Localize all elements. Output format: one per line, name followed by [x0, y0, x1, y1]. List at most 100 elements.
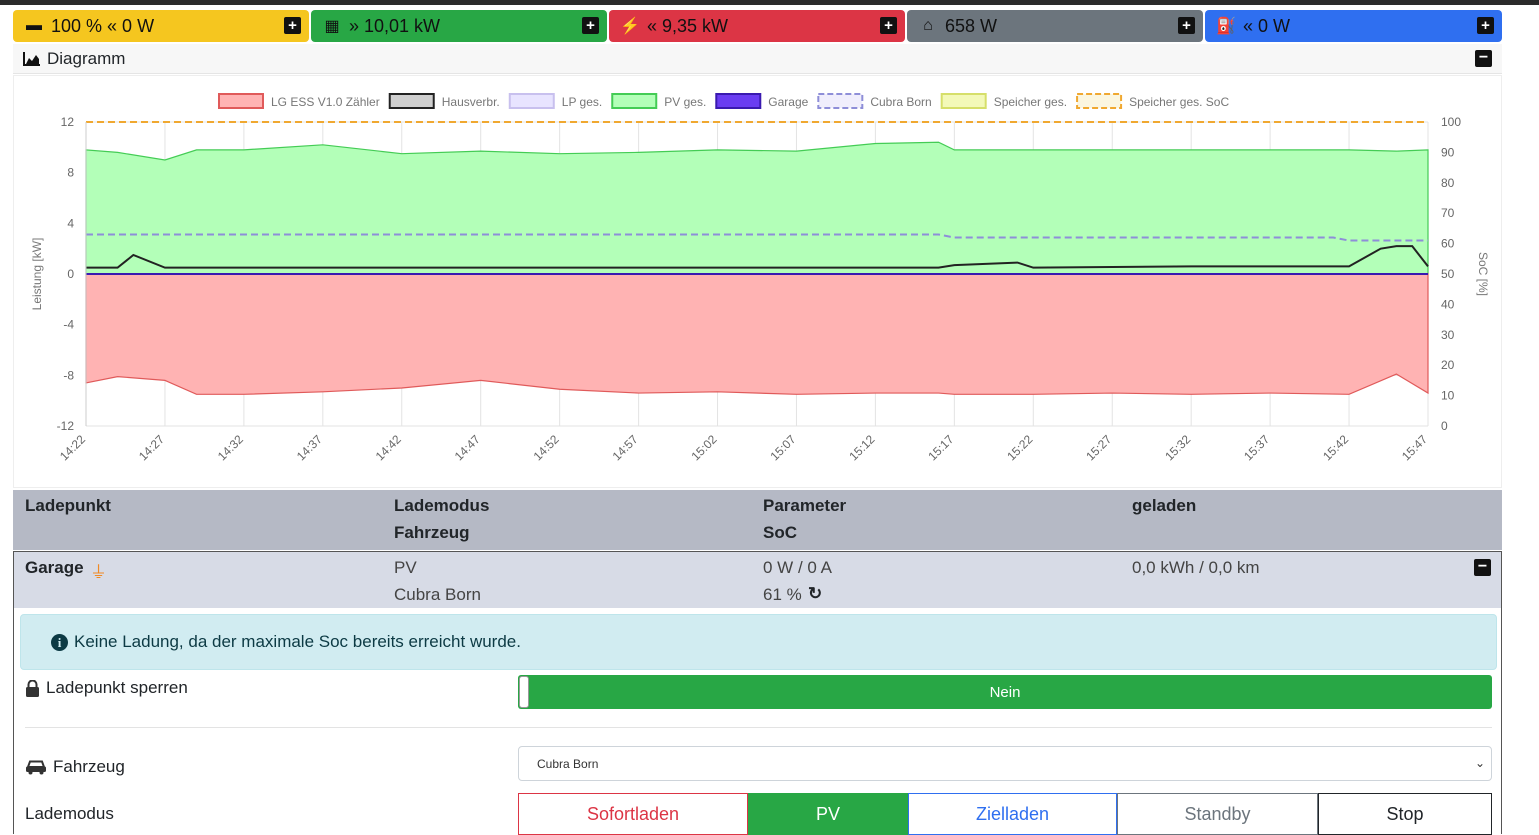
expand-plus-icon[interactable]: + — [880, 17, 897, 34]
legend-label: Cubra Born — [870, 95, 931, 109]
battery-icon: ▬ — [26, 17, 42, 34]
x-tick-label: 14:32 — [215, 432, 246, 463]
mode-zielladen-label: Zielladen — [975, 803, 1050, 824]
x-tick-label: 14:27 — [136, 432, 167, 463]
legend-swatch — [218, 93, 264, 109]
mode-pv-button[interactable]: PV — [748, 793, 908, 835]
x-tick-label: 15:07 — [767, 432, 798, 463]
col-geladen: geladen — [1132, 496, 1197, 515]
expand-plus-icon[interactable]: + — [582, 17, 599, 34]
chevron-down-icon: ⌄ — [1474, 756, 1485, 770]
diagram-title: Diagramm — [47, 48, 126, 68]
lock-icon — [26, 679, 39, 697]
legend-swatch — [715, 93, 762, 109]
legend-swatch — [611, 93, 658, 109]
chargepoint-settings-panel: i Keine Ladung, da der maximale Soc bere… — [13, 608, 1502, 835]
legend-label: Hausverbr. — [442, 95, 500, 109]
mode-standby-button[interactable]: Standby — [1117, 793, 1318, 835]
window-top-edge — [0, 0, 1539, 5]
expand-plus-icon[interactable]: + — [1178, 17, 1195, 34]
pv-area-series — [85, 141, 1429, 275]
house-status-tile[interactable]: ⌂ 658 W + — [907, 10, 1203, 42]
x-tick-label: 15:42 — [1320, 432, 1351, 463]
lock-toggle-value: Nein — [989, 683, 1021, 701]
vehicle-select[interactable]: Cubra Born ⌄ — [518, 746, 1492, 781]
x-tick-label: 15:37 — [1241, 432, 1272, 463]
mode-sofortladen-label: Sofortladen — [586, 803, 680, 824]
y2-tick-label: 50 — [1441, 267, 1455, 281]
alert-text: Keine Ladung, da der maximale Soc bereit… — [74, 632, 521, 651]
legend-swatch — [1076, 93, 1123, 109]
divider — [25, 727, 1492, 728]
mode-stop-button[interactable]: Stop — [1318, 793, 1492, 835]
col-lademodus: Lademodus — [394, 496, 490, 515]
y-tick-label: -4 — [63, 318, 74, 332]
row-vehicle: Cubra Born — [394, 585, 481, 604]
vehicle-select-value: Cubra Born — [537, 756, 599, 771]
row-soc: 61 % — [763, 585, 802, 604]
y2-tick-label: 80 — [1441, 176, 1455, 190]
legend-label: Speicher ges. — [994, 95, 1067, 109]
chargepoint-row[interactable]: Garage ⏚ PV Cubra Born 0 W / 0 A 61 % ↻ … — [13, 551, 1502, 608]
power-tower-icon: ⚡ — [620, 18, 640, 35]
vehicle-soc-line-series — [86, 233, 1428, 242]
toggle-knob[interactable] — [519, 676, 529, 708]
y2-tick-label: 90 — [1441, 145, 1455, 159]
vehicle-label-row: Fahrzeug — [25, 757, 125, 777]
y2-tick-label: 20 — [1441, 358, 1455, 372]
info-icon: i — [51, 633, 68, 651]
x-tick-label: 14:22 — [57, 432, 88, 463]
area-chart-icon — [23, 51, 40, 66]
x-tick-label: 15:17 — [925, 432, 956, 463]
collapse-minus-icon[interactable]: − — [1475, 50, 1492, 67]
grid-status-text: « 9,35 kW — [647, 15, 729, 36]
charge-mode-group: Sofortladen PV Zielladen Standby Stop — [518, 793, 1492, 835]
x-tick-label: 15:02 — [689, 432, 720, 463]
grid-area-series — [85, 273, 1429, 395]
car-icon — [26, 760, 46, 775]
mode-sofortladen-button[interactable]: Sofortladen — [518, 793, 748, 835]
row-power: 0 W / 0 A — [763, 558, 832, 577]
legend-label: Speicher ges. SoC — [1129, 95, 1229, 109]
legend-swatch — [940, 93, 987, 109]
pv-status-tile[interactable]: ▦ » 10,01 kW + — [311, 10, 607, 42]
y-tick-label: -8 — [63, 368, 74, 382]
power-chart: 12 8 4 0 -4 -8 -12 100 90 80 70 60 50 40 30 20 10 0 14:22 1… — [13, 75, 1502, 488]
y2-tick-label: 30 — [1441, 328, 1455, 342]
mode-label: Lademodus — [25, 804, 114, 823]
charging-status-text: « 0 W — [1243, 15, 1291, 36]
y-tick-label: 12 — [61, 115, 75, 129]
solar-panel-icon: ▦ — [324, 18, 340, 35]
y-axis-label: Leistung [kW] — [30, 238, 44, 311]
y-tick-label: 4 — [67, 216, 74, 230]
legend-label: Garage — [768, 95, 808, 109]
col-ladepunkt: Ladepunkt — [25, 496, 111, 515]
mode-zielladen-button[interactable]: Zielladen — [908, 793, 1117, 835]
legend-label: LG ESS V1.0 Zähler — [271, 95, 380, 109]
col-parameter: Parameter — [763, 496, 847, 515]
expand-plus-icon[interactable]: + — [284, 17, 301, 34]
legend-label: PV ges. — [664, 95, 706, 109]
collapse-minus-icon[interactable]: − — [1474, 559, 1491, 576]
lock-toggle[interactable]: Nein — [518, 675, 1492, 709]
refresh-icon[interactable]: ↻ — [808, 584, 823, 603]
legend-label: LP ges. — [562, 95, 602, 109]
y-tick-label: 8 — [67, 166, 74, 180]
row-charged: 0,0 kWh / 0,0 km — [1132, 558, 1260, 577]
house-status-text: 658 W — [945, 15, 998, 36]
x-tick-label: 15:32 — [1162, 432, 1193, 463]
diagram-header[interactable]: Diagramm − — [13, 44, 1502, 74]
y2-tick-label: 0 — [1441, 419, 1448, 433]
charging-status-tile[interactable]: ⛽ « 0 W + — [1205, 10, 1502, 42]
grid-status-tile[interactable]: ⚡ « 9,35 kW + — [609, 10, 905, 42]
y2-tick-label: 60 — [1441, 237, 1455, 251]
x-tick-label: 14:37 — [294, 432, 325, 463]
x-tick-label: 14:57 — [610, 432, 641, 463]
y2-tick-label: 70 — [1441, 206, 1455, 220]
expand-plus-icon[interactable]: + — [1477, 17, 1494, 34]
y-tick-label: 0 — [67, 267, 74, 281]
y2-tick-label: 10 — [1441, 389, 1455, 403]
battery-status-text: 100 % « 0 W — [51, 15, 155, 36]
battery-status-tile[interactable]: ▬ 100 % « 0 W + — [13, 10, 309, 42]
